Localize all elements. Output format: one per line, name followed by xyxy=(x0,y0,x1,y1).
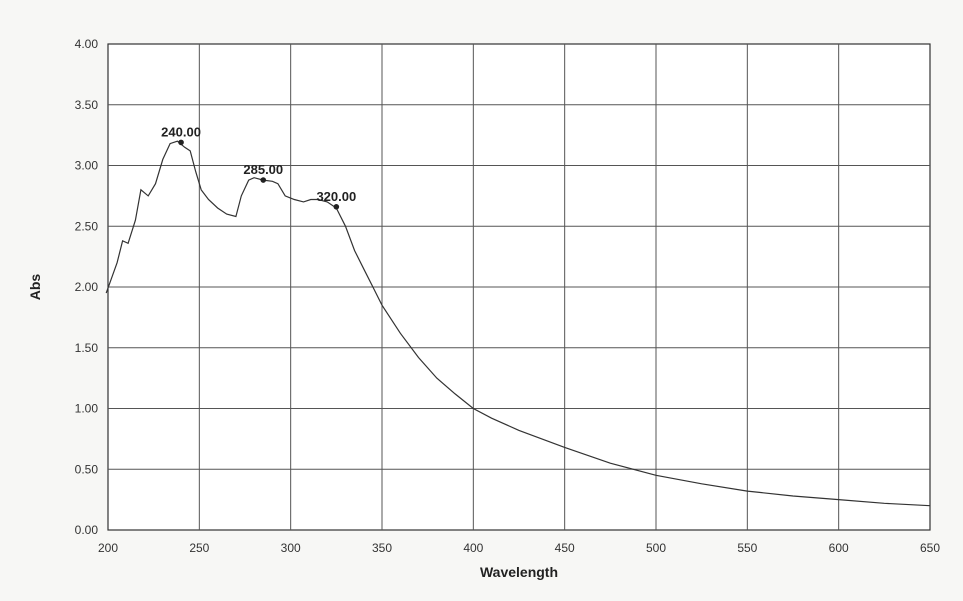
y-tick-label: 0.00 xyxy=(75,523,99,537)
absorbance-curve xyxy=(105,140,931,507)
x-tick-label: 650 xyxy=(920,541,940,555)
x-tick-label: 600 xyxy=(829,541,849,555)
y-tick-label: 2.00 xyxy=(75,280,99,294)
x-tick-label: 200 xyxy=(98,541,118,555)
peak-label: 320.00 xyxy=(316,189,356,204)
peak-label: 285.00 xyxy=(243,162,283,177)
y-tick-label: 0.50 xyxy=(75,462,99,476)
x-tick-label: 450 xyxy=(555,541,575,555)
y-tick-label: 3.00 xyxy=(75,159,99,173)
peak-marker xyxy=(333,204,340,210)
x-tick-label: 350 xyxy=(372,541,392,555)
y-tick-label: 2.50 xyxy=(75,219,99,233)
y-tick-label: 1.00 xyxy=(75,402,99,416)
y-axis-title: Abs xyxy=(27,274,43,301)
x-tick-label: 550 xyxy=(737,541,757,555)
y-tick-label: 3.50 xyxy=(75,98,99,112)
x-axis-title: Wavelength xyxy=(480,564,558,580)
peak-label: 240.00 xyxy=(161,124,201,139)
peak-marker xyxy=(178,139,184,146)
x-tick-label: 400 xyxy=(463,541,483,555)
x-tick-label: 300 xyxy=(281,541,301,555)
y-tick-label: 1.50 xyxy=(75,341,99,355)
peak-marker xyxy=(260,177,267,183)
y-tick-label: 4.00 xyxy=(75,37,99,51)
x-tick-label: 250 xyxy=(189,541,209,555)
x-tick-label: 500 xyxy=(646,541,666,555)
